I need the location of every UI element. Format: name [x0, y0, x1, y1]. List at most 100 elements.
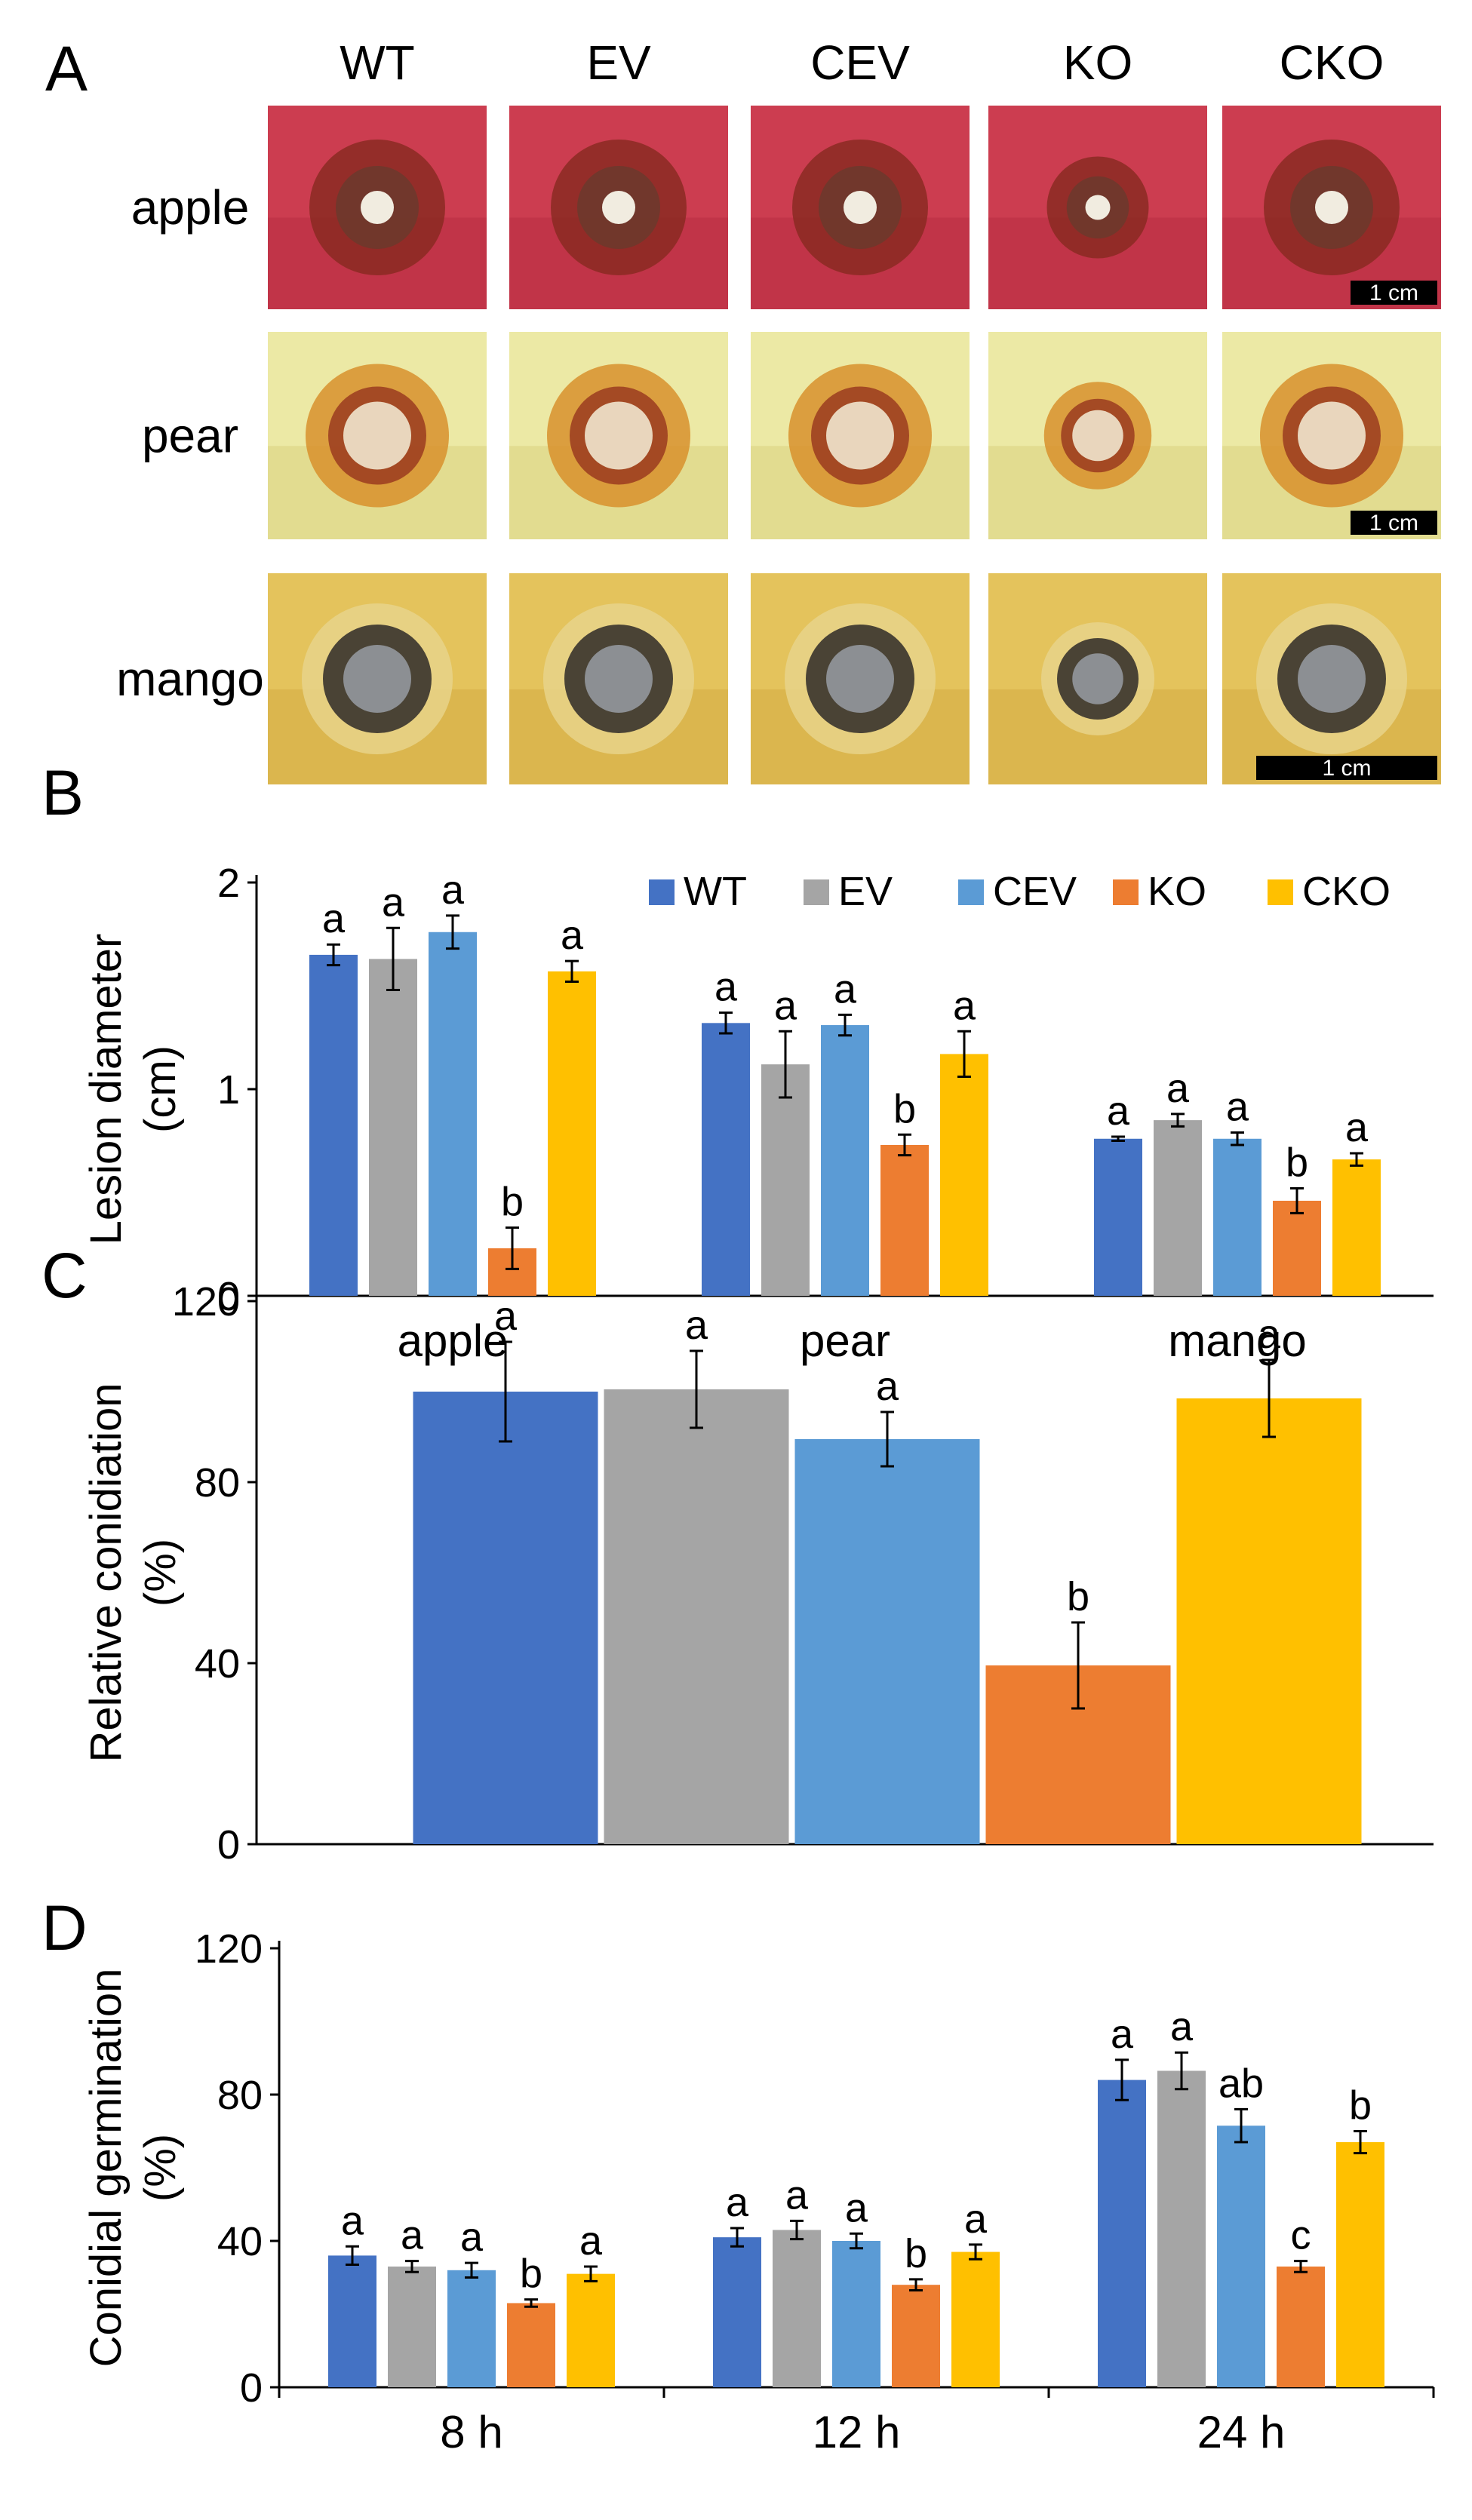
legend-swatch-cev	[958, 879, 984, 905]
bar-ev	[604, 1389, 789, 1844]
bar-pear-wt	[702, 1023, 750, 1296]
lesion-core	[826, 401, 894, 470]
legend-label-cev: CEV	[993, 869, 1077, 914]
significance-letter: a	[1345, 1105, 1369, 1150]
photo-mango-ev	[509, 573, 728, 784]
x-category-label: 24 h	[1197, 2407, 1286, 2457]
significance-letter: a	[1170, 2004, 1194, 2049]
significance-letter: a	[1258, 1312, 1281, 1357]
y-tick-label: 80	[195, 1460, 240, 1506]
legend-label-ev: EV	[838, 869, 893, 914]
significance-letter: a	[341, 2198, 364, 2243]
significance-letter: a	[322, 896, 346, 941]
bar-8-h-ko	[507, 2303, 555, 2387]
legend-swatch-cko	[1268, 879, 1293, 905]
bar-pear-ev	[761, 1064, 810, 1296]
significance-letter: a	[785, 2172, 809, 2218]
significance-letter: a	[579, 2218, 603, 2264]
bar-12-h-wt	[713, 2237, 761, 2387]
significance-letter: a	[382, 879, 405, 925]
significance-letter: a	[953, 983, 976, 1028]
photo-mango-cev	[751, 573, 970, 784]
y-axis-label: Conidial germination	[81, 1969, 131, 2368]
photo-apple-ko	[988, 106, 1207, 309]
scale-bar-label: 1 cm	[1369, 511, 1418, 536]
lesion-core	[343, 645, 411, 713]
significance-letter: a	[964, 2196, 988, 2242]
bar-pear-cev	[821, 1025, 869, 1296]
bar-12-h-cev	[832, 2241, 880, 2387]
photo-mango-wt	[268, 573, 487, 784]
x-category-label: pear	[800, 1315, 890, 1366]
bar-pear-ko	[880, 1144, 929, 1296]
bar-8-h-wt	[328, 2255, 376, 2387]
bar-24-h-cko	[1336, 2142, 1384, 2387]
bar-apple-cko	[548, 971, 596, 1296]
lesion-core	[602, 191, 635, 224]
significance-letter: a	[441, 867, 465, 913]
photo-pear-cev	[751, 332, 970, 539]
legend-swatch-ev	[804, 879, 829, 905]
panel-label-c: C	[41, 1240, 88, 1311]
x-category-label: 12 h	[813, 2407, 901, 2457]
bar-mango-wt	[1094, 1138, 1142, 1296]
fruit-label-apple: apple	[131, 180, 250, 235]
bar-cev	[794, 1439, 980, 1844]
significance-letter: a	[460, 2215, 484, 2260]
significance-letter: a	[494, 1294, 518, 1339]
bar-cko	[1176, 1398, 1362, 1844]
bar-mango-cev	[1213, 1138, 1261, 1296]
legend-label-wt: WT	[684, 869, 747, 914]
y-tick-label: 40	[195, 1641, 240, 1687]
significance-letter: a	[726, 2180, 749, 2225]
bar-apple-ev	[369, 959, 417, 1296]
bar-mango-cko	[1332, 1159, 1381, 1296]
y-tick-label: 0	[217, 1822, 240, 1868]
bar-8-h-ev	[388, 2266, 436, 2387]
significance-letter: b	[1349, 2083, 1372, 2129]
y-tick-label: 80	[217, 2073, 263, 2118]
significance-letter: a	[561, 913, 584, 958]
y-tick-label: 40	[217, 2219, 263, 2264]
bar-pear-cko	[940, 1054, 988, 1296]
lesion-core	[844, 191, 877, 224]
y-tick-label: 0	[217, 1274, 240, 1319]
photo-apple-wt	[268, 106, 487, 309]
significance-letter: a	[845, 2185, 868, 2230]
legend-label-cko: CKO	[1302, 869, 1391, 914]
lesion-core	[1315, 191, 1348, 224]
photo-apple-cko	[1222, 106, 1441, 309]
bar-mango-ko	[1273, 1200, 1321, 1296]
bar-12-h-ko	[892, 2285, 940, 2387]
significance-letter: b	[905, 2231, 927, 2276]
lesion-core	[1298, 401, 1366, 470]
lesion-core	[1072, 410, 1123, 462]
bar-12-h-cko	[951, 2251, 1000, 2387]
strain-header-cev: CEV	[810, 35, 910, 90]
bar-wt	[413, 1392, 598, 1844]
significance-letter: a	[685, 1303, 708, 1348]
legend-label-ko: KO	[1148, 869, 1206, 914]
photo-mango-ko	[988, 573, 1207, 784]
fruit-label-mango: mango	[116, 652, 264, 706]
y-tick-label: 120	[195, 1926, 263, 1972]
significance-letter: c	[1291, 2213, 1311, 2258]
lesion-core	[343, 401, 411, 470]
bar-apple-cev	[429, 932, 477, 1296]
y-tick-label: 2	[217, 861, 240, 906]
significance-letter: b	[1067, 1574, 1089, 1619]
significance-letter: a	[1107, 1088, 1130, 1134]
photo-apple-ev	[509, 106, 728, 309]
scale-bar	[1256, 756, 1437, 780]
y-axis-label: Relative conidiation	[81, 1383, 131, 1763]
significance-letter: a	[876, 1364, 899, 1409]
lesion-core	[1085, 195, 1111, 220]
significance-letter: a	[714, 965, 738, 1010]
x-category-label: mango	[1168, 1315, 1306, 1366]
y-tick-label: 1	[217, 1067, 240, 1113]
scale-bar-label: 1 cm	[1369, 281, 1418, 305]
strain-header-ev: EV	[586, 35, 651, 90]
y-axis-label: (%)	[136, 2134, 185, 2202]
photo-pear-ev	[509, 332, 728, 539]
lesion-core	[1298, 645, 1366, 713]
